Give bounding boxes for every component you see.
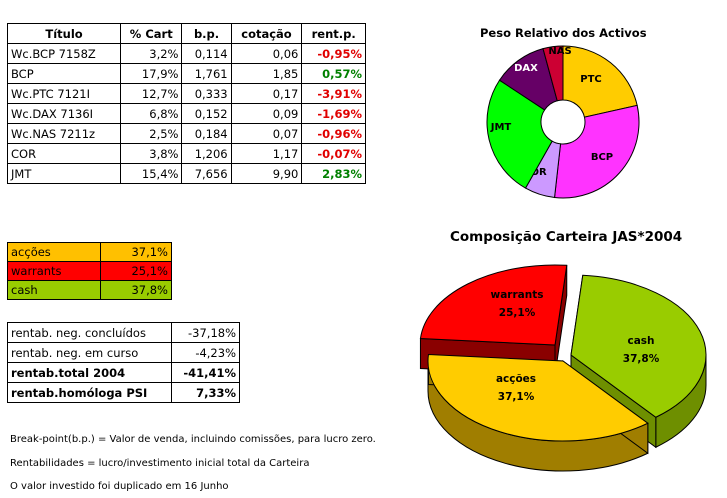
asset-rent: -0,07% (301, 143, 366, 164)
asset-name: JMT (6, 163, 122, 184)
donut-slice-nas (542, 45, 564, 102)
donut-chart-title: Peso Relativo dos Activos (480, 26, 647, 40)
allocation-label: warrants (6, 261, 102, 281)
asset-rent: -0,96% (301, 123, 366, 144)
donut-slice-ptc (562, 45, 638, 118)
asset-bp: 1,206 (181, 143, 232, 164)
donut-slice-bcp (553, 104, 640, 199)
asset-cotacao: 1,85 (230, 63, 303, 84)
asset-name: Wc.DAX 7136I (6, 103, 122, 124)
pie-slice-warrants (419, 264, 568, 346)
asset-cart: 3,8% (120, 143, 183, 164)
donut-slice-jmt (486, 79, 553, 189)
donut-label-nas: NAS (548, 46, 571, 57)
asset-cotacao: 9,90 (230, 163, 303, 184)
asset-bp: 0,152 (181, 103, 232, 124)
allocation-table: acções 37,1% warrants 25,1% cash 37,8% (6, 242, 172, 300)
pie-slice-cash (570, 274, 707, 418)
allocation-row: cash 37,8% (6, 280, 172, 300)
allocation-value: 37,8% (100, 280, 172, 300)
pie-value-warrants: 25,1% (499, 307, 536, 319)
note-valor-investido: O valor investido foi duplicado em 16 Ju… (10, 481, 229, 492)
donut-label-bcp: BCP (591, 152, 613, 163)
rentab-label: rentab.homóloga PSI (7, 382, 172, 403)
rentab-value: 7,33% (170, 382, 241, 403)
allocation-value: 37,1% (100, 242, 172, 262)
note-rentabilidades: Rentabilidades = lucro/investimento inic… (10, 458, 310, 469)
donut-chart: PTC BCP COR JMT DAX NAS (486, 45, 640, 199)
asset-rent: -3,91% (301, 83, 366, 104)
asset-rent: 2,83% (301, 163, 366, 184)
donut-label-cor: COR (523, 167, 547, 178)
table-row: Wc.PTC 7121I 12,7% 0,333 0,17 -3,91% (6, 83, 366, 104)
asset-name: Wc.PTC 7121I (6, 83, 122, 104)
asset-bp: 1,761 (181, 63, 232, 84)
asset-cart: 12,7% (120, 83, 183, 104)
donut-label-dax: DAX (514, 63, 538, 74)
asset-cotacao: 1,17 (230, 143, 303, 164)
asset-bp: 0,333 (181, 83, 232, 104)
donut-label-jmt: JMT (490, 122, 512, 133)
rentab-row: rentab. neg. em curso -4,23% (7, 342, 241, 363)
asset-rent: -0,95% (301, 43, 366, 64)
asset-cart: 15,4% (120, 163, 183, 184)
table-row: BCP 17,9% 1,761 1,85 0,57% (6, 63, 366, 84)
asset-cart: 6,8% (120, 103, 183, 124)
rentab-row: rentab.total 2004 -41,41% (7, 362, 241, 383)
asset-cotacao: 0,06 (230, 43, 303, 64)
asset-cart: 2,5% (120, 123, 183, 144)
donut-label-ptc: PTC (580, 74, 602, 85)
pie-value-cash: 37,8% (623, 353, 660, 365)
rentab-table: rentab. neg. concluídos -37,18% rentab. … (7, 322, 241, 403)
pie-label-warrants: warrants (491, 289, 544, 301)
rentab-label: rentab. neg. em curso (7, 342, 172, 363)
rentab-value: -41,41% (170, 362, 241, 383)
pie-label-acções: acções (496, 373, 536, 385)
pie-slice-acções (427, 354, 649, 442)
holdings-header-row: Título % Cart b.p. cotação rent.p. (6, 23, 366, 44)
pie-chart-title: Composição Carteira JAS*2004 (450, 229, 683, 245)
pie-label-cash: cash (627, 335, 654, 347)
rentab-row: rentab.homóloga PSI 7,33% (7, 382, 241, 403)
holdings-table: Título % Cart b.p. cotação rent.p. Wc.BC… (6, 23, 366, 184)
header-rent: rent.p. (301, 23, 366, 44)
rentab-value: -37,18% (170, 322, 241, 343)
note-breakpoint: Break-point(b.p.) = Valor de venda, incl… (10, 434, 376, 445)
allocation-row: acções 37,1% (6, 242, 172, 262)
table-row: JMT 15,4% 7,656 9,90 2,83% (6, 163, 366, 184)
pie-value-acções: 37,1% (498, 391, 535, 403)
asset-name: Wc.BCP 7158Z (6, 43, 122, 64)
pie-3d-chart: cash 37,8% acções 37,1% warrants 25,1% (419, 264, 707, 472)
asset-rent: -1,69% (301, 103, 366, 124)
asset-bp: 7,656 (181, 163, 232, 184)
allocation-label: cash (6, 280, 102, 300)
table-row: Wc.DAX 7136I 6,8% 0,152 0,09 -1,69% (6, 103, 366, 124)
